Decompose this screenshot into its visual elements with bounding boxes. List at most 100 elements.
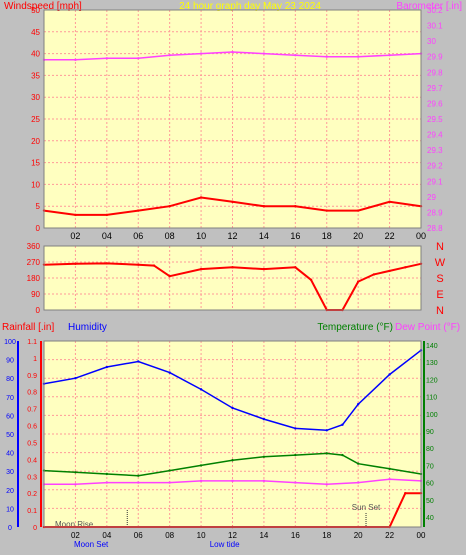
windspeed-line-point: [262, 205, 266, 208]
wind-direction-line-point: [74, 262, 77, 265]
temperature-line-point: [262, 455, 266, 458]
temperature-axis-title: Temperature (°F): [317, 322, 393, 333]
barometer-tick: 30.1: [427, 22, 443, 31]
barometer-line-point: [137, 57, 140, 60]
dewpoint-line-point: [231, 479, 234, 483]
wind-direction-line-point: [262, 267, 266, 271]
rainfall-tick: 0.8: [27, 390, 37, 397]
humidity-tick: 70: [6, 395, 14, 402]
windspeed-tick: 15: [31, 159, 40, 168]
x-tick-label: 02: [71, 531, 80, 540]
x-tick-label: 00: [416, 231, 426, 241]
barometer-tick: 29.2: [427, 162, 443, 171]
wind-direction-line-point: [137, 263, 140, 266]
compass-label: W: [435, 257, 446, 269]
wind-direction-line: [43, 262, 422, 311]
barometer-tick: 30.2: [427, 6, 443, 15]
temperature-tick: 50: [426, 498, 434, 505]
windspeed-tick: 5: [36, 202, 41, 211]
windspeed-axis-title: Windspeed [mph]: [4, 1, 82, 12]
temperature-line-point: [325, 452, 328, 455]
humidity-line-point: [105, 365, 109, 369]
barometer-tick: 29.5: [427, 115, 443, 124]
humidity-tick: 40: [6, 451, 14, 458]
dewpoint-line-point: [356, 481, 360, 484]
windspeed-line-point: [294, 205, 297, 208]
x-tick-label: 14: [259, 531, 268, 540]
x-tick-label: 12: [228, 531, 237, 540]
barometer-tick: 29.1: [427, 177, 443, 186]
wind-direction-line-point: [199, 267, 203, 271]
barometer-tick: 29.7: [427, 84, 443, 93]
humidity-line-point: [388, 373, 391, 376]
temperature-line-point: [199, 464, 203, 467]
compass-label: E: [436, 289, 443, 301]
x-tick-label: 06: [133, 231, 143, 241]
dewpoint-line-point: [168, 481, 171, 484]
dewpoint-line-point: [388, 477, 391, 481]
barometer-line-point: [294, 53, 297, 57]
windspeed-tick: 35: [31, 71, 40, 80]
x-tick-label: 08: [165, 231, 175, 241]
windspeed-tick: 45: [31, 28, 40, 37]
barometer-line-point: [262, 52, 266, 55]
windspeed-line-point: [74, 213, 77, 217]
temperature-tick: 60: [426, 481, 434, 488]
barometer-tick: 29.9: [427, 53, 443, 62]
humidity-tick: 50: [6, 432, 14, 439]
x-tick-label: 22: [385, 531, 394, 540]
x-tick-label: 18: [322, 531, 331, 540]
barometer-line-point: [231, 50, 234, 54]
humidity-line-point: [231, 406, 234, 410]
barometer-axis-title: Barometer [.in]: [396, 1, 462, 12]
windspeed-tick: 30: [31, 93, 40, 102]
rainfall-tick: 0.9: [27, 373, 37, 380]
moon-set-label: Moon Set: [74, 540, 109, 549]
windspeed-line-point: [199, 196, 203, 199]
windspeed-line-point: [388, 200, 391, 204]
x-tick-label: 02: [70, 231, 80, 241]
wind-direction-line-point: [309, 278, 313, 281]
temperature-line: [43, 452, 422, 477]
rainfall-line-point: [404, 491, 407, 495]
rainfall-tick: 1.1: [27, 339, 37, 346]
x-tick-label: 04: [102, 531, 111, 540]
barometer-line-point: [325, 55, 328, 58]
barometer-line-point: [168, 53, 171, 57]
dewpoint-line-point: [199, 479, 203, 483]
temperature-line-point: [356, 462, 360, 465]
wind-direction-line-point: [404, 266, 407, 269]
direction-tick: 90: [31, 290, 40, 299]
temperature-line-point: [168, 469, 171, 472]
temperature-line-point: [105, 472, 109, 476]
barometer-tick: 29.3: [427, 146, 443, 155]
temperature-tick: 100: [426, 412, 438, 419]
humidity-tick: 90: [6, 358, 14, 365]
humidity-axis-title: Humidity: [68, 322, 107, 333]
humidity-tick: 10: [6, 506, 14, 513]
rainfall-tick: 0.6: [27, 424, 37, 431]
dewpoint-line-point: [74, 483, 77, 486]
humidity-line-point: [168, 371, 171, 374]
humidity-line-point: [341, 423, 344, 426]
humidity-line-point: [356, 403, 360, 406]
temperature-line-point: [231, 459, 234, 462]
x-tick-label: 16: [290, 231, 300, 241]
x-tick-label: 14: [259, 231, 269, 241]
compass-label: N: [436, 305, 444, 317]
wind-direction-line-point: [372, 273, 376, 276]
dewpoint-line-point: [325, 483, 328, 486]
windspeed-line-point: [356, 209, 360, 212]
chart-title: 24 hour graph day May 23 2024: [179, 1, 321, 12]
barometer-tick: 29: [427, 193, 436, 202]
direction-tick: 360: [27, 242, 41, 251]
low-tide-label: Low tide: [210, 540, 240, 549]
direction-tick: 270: [27, 258, 41, 267]
direction-tick: 0: [36, 306, 41, 315]
windspeed-tick: 25: [31, 115, 40, 124]
plot-border-2: [43, 245, 422, 311]
temperature-tick: 110: [426, 395, 437, 402]
humidity-tick: 100: [4, 339, 16, 346]
dewpoint-line-point: [294, 481, 297, 484]
